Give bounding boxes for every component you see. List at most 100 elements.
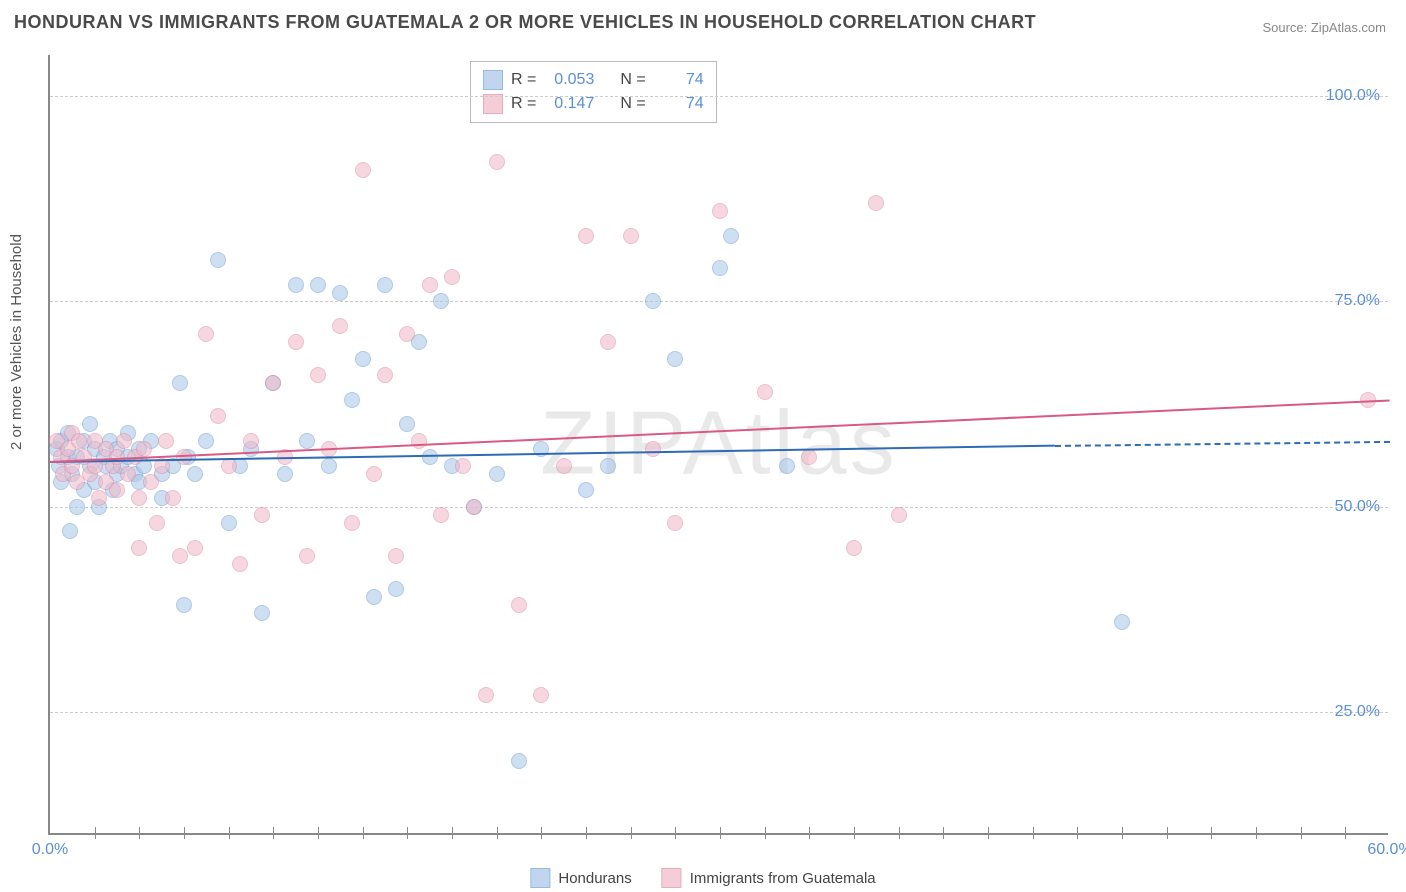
legend-swatch xyxy=(483,70,503,90)
n-value: 74 xyxy=(654,71,704,89)
chart-title: HONDURAN VS IMMIGRANTS FROM GUATEMALA 2 … xyxy=(14,12,1036,33)
x-tick-mark xyxy=(273,827,274,839)
scatter-point xyxy=(645,293,661,309)
x-tick-mark xyxy=(407,827,408,839)
scatter-point xyxy=(578,228,594,244)
scatter-point xyxy=(198,433,214,449)
x-tick-mark xyxy=(1345,827,1346,839)
scatter-point xyxy=(600,458,616,474)
scatter-point xyxy=(62,523,78,539)
scatter-point xyxy=(366,466,382,482)
legend-item: Hondurans xyxy=(530,868,631,888)
x-tick-mark xyxy=(318,827,319,839)
scatter-point xyxy=(355,351,371,367)
scatter-point xyxy=(455,458,471,474)
scatter-point xyxy=(198,326,214,342)
source-link[interactable]: ZipAtlas.com xyxy=(1311,20,1386,35)
gridline xyxy=(50,507,1388,508)
x-tick-mark xyxy=(139,827,140,839)
x-tick-mark xyxy=(541,827,542,839)
legend-label: Hondurans xyxy=(558,870,631,887)
scatter-point xyxy=(846,540,862,556)
scatter-point xyxy=(466,499,482,515)
scatter-point xyxy=(116,433,132,449)
scatter-point xyxy=(377,277,393,293)
scatter-point xyxy=(254,605,270,621)
y-tick-label: 75.0% xyxy=(1335,292,1380,310)
scatter-point xyxy=(143,474,159,490)
series-legend: Hondurans Immigrants from Guatemala xyxy=(530,868,875,888)
scatter-point xyxy=(109,482,125,498)
scatter-point xyxy=(299,433,315,449)
scatter-point xyxy=(511,597,527,613)
y-tick-label: 100.0% xyxy=(1326,87,1380,105)
scatter-point xyxy=(254,507,270,523)
scatter-point xyxy=(243,433,259,449)
scatter-point xyxy=(131,490,147,506)
scatter-point xyxy=(411,433,427,449)
scatter-point xyxy=(667,515,683,531)
gridline xyxy=(50,96,1388,97)
scatter-point xyxy=(444,269,460,285)
n-label: N = xyxy=(620,95,645,113)
scatter-point xyxy=(176,449,192,465)
legend-item: Immigrants from Guatemala xyxy=(662,868,876,888)
x-tick-label: 0.0% xyxy=(32,841,68,859)
x-tick-mark xyxy=(943,827,944,839)
correlation-stats-box: R =0.053N =74R =0.147N =74 xyxy=(470,61,717,123)
scatter-point xyxy=(399,416,415,432)
n-label: N = xyxy=(620,71,645,89)
scatter-point xyxy=(165,490,181,506)
r-value: 0.053 xyxy=(544,71,594,89)
scatter-point xyxy=(158,433,174,449)
scatter-point xyxy=(288,277,304,293)
scatter-point xyxy=(332,285,348,301)
scatter-point xyxy=(187,466,203,482)
scatter-point xyxy=(1114,614,1130,630)
gridline xyxy=(50,301,1388,302)
scatter-point xyxy=(265,375,281,391)
scatter-point xyxy=(623,228,639,244)
scatter-point xyxy=(757,384,773,400)
x-tick-mark xyxy=(1167,827,1168,839)
scatter-point xyxy=(511,753,527,769)
r-label: R = xyxy=(511,95,536,113)
x-tick-mark xyxy=(184,827,185,839)
x-tick-mark xyxy=(765,827,766,839)
gridline xyxy=(50,712,1388,713)
scatter-point xyxy=(533,687,549,703)
scatter-point xyxy=(321,458,337,474)
legend-swatch xyxy=(530,868,550,888)
scatter-point xyxy=(71,433,87,449)
scatter-point xyxy=(136,441,152,457)
y-tick-label: 50.0% xyxy=(1335,498,1380,516)
x-tick-mark xyxy=(809,827,810,839)
scatter-point xyxy=(131,540,147,556)
x-tick-mark xyxy=(899,827,900,839)
watermark-text: ZIPAtlas xyxy=(540,393,897,496)
scatter-point xyxy=(712,203,728,219)
scatter-point xyxy=(556,458,572,474)
scatter-point xyxy=(667,351,683,367)
scatter-point xyxy=(176,597,192,613)
x-tick-mark xyxy=(1122,827,1123,839)
scatter-point xyxy=(299,548,315,564)
r-value: 0.147 xyxy=(544,95,594,113)
x-tick-mark xyxy=(675,827,676,839)
scatter-point xyxy=(221,515,237,531)
scatter-point xyxy=(210,408,226,424)
scatter-point xyxy=(645,441,661,457)
scatter-point xyxy=(433,293,449,309)
x-tick-mark xyxy=(631,827,632,839)
scatter-point xyxy=(310,277,326,293)
y-axis-label: 2 or more Vehicles in Household xyxy=(8,234,25,450)
scatter-point xyxy=(120,466,136,482)
x-tick-mark xyxy=(1256,827,1257,839)
scatter-point xyxy=(801,449,817,465)
scatter-point xyxy=(91,490,107,506)
x-tick-mark xyxy=(1211,827,1212,839)
x-tick-mark xyxy=(363,827,364,839)
scatter-point xyxy=(388,581,404,597)
legend-swatch xyxy=(662,868,682,888)
scatter-point xyxy=(868,195,884,211)
